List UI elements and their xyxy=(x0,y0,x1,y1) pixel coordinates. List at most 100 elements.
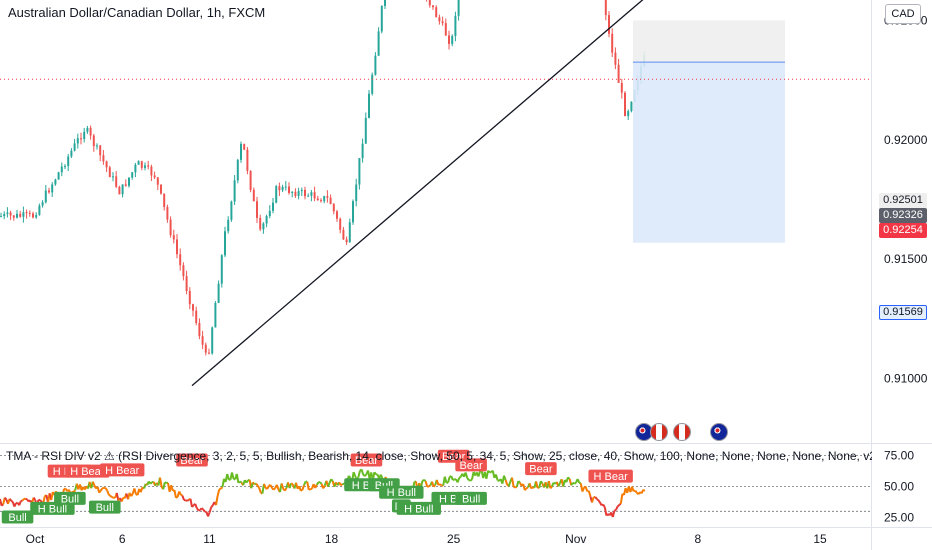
rsi-line-segment xyxy=(503,475,507,481)
candle-body xyxy=(352,201,354,223)
time-axis-tick: 11 xyxy=(203,532,216,546)
candle-body xyxy=(224,231,226,256)
rsi-line-segment xyxy=(613,508,617,512)
candle-body xyxy=(342,229,345,240)
candle-body xyxy=(118,186,121,195)
rsi-line-segment xyxy=(162,482,166,490)
candle-body xyxy=(188,290,191,305)
candle-body xyxy=(288,186,290,193)
rsi-line-segment xyxy=(596,498,599,502)
rsi-line-segment xyxy=(159,477,163,487)
candle-body xyxy=(76,138,79,144)
rsi-line-segment xyxy=(215,495,219,506)
candle-body xyxy=(198,323,201,337)
candle-body xyxy=(67,156,70,167)
rsi-line-segment xyxy=(602,503,606,508)
candle-body xyxy=(233,180,236,202)
candle-body xyxy=(227,219,230,232)
bull-signal-label: Bull xyxy=(455,491,487,505)
candle-body xyxy=(438,17,441,22)
rsi-line-segment xyxy=(226,473,230,480)
rsi-line-segment xyxy=(315,481,320,486)
candle-body xyxy=(230,201,233,220)
candle-body xyxy=(364,117,367,144)
candle-body xyxy=(12,215,15,218)
candle-body xyxy=(326,196,329,198)
rsi-line-segment xyxy=(603,507,608,516)
rsi-line-segment xyxy=(283,487,288,492)
candle-body xyxy=(124,184,127,186)
rsi-line-segment xyxy=(469,478,473,482)
canada-flag-icon[interactable] xyxy=(673,423,691,441)
signal-label-text: H Bear xyxy=(70,466,105,478)
rsi-line-segment xyxy=(352,471,357,477)
candle-body xyxy=(627,111,630,117)
rsi-line-segment xyxy=(18,500,22,506)
candle-body xyxy=(169,219,172,236)
candle-body xyxy=(444,23,447,36)
chart-title[interactable]: Australian Dollar/Canadian Dollar, 1h, F… xyxy=(8,5,266,20)
rsi-line-segment xyxy=(428,484,431,488)
candle-body xyxy=(291,191,294,193)
candle-body xyxy=(192,304,194,311)
rsi-line-segment xyxy=(524,487,528,491)
rsi-line-segment xyxy=(468,479,471,482)
candle-body xyxy=(83,131,86,140)
rsi-line-segment xyxy=(443,476,448,484)
candle-body xyxy=(284,186,287,188)
rsi-line-segment xyxy=(573,481,577,485)
candle-body xyxy=(259,217,262,230)
rsi-line-segment xyxy=(301,484,305,491)
candle-body xyxy=(604,0,607,16)
candle-body xyxy=(294,191,297,196)
rsi-line-segment xyxy=(513,485,516,489)
rsi-line-segment xyxy=(218,487,222,491)
indicator-title[interactable]: TMA - RSI DIV v2 ⚠ (RSI Divergence, 3, 2… xyxy=(6,449,872,463)
candle-body xyxy=(147,165,150,167)
rsi-line-segment xyxy=(237,480,241,484)
rsi-line-segment xyxy=(39,499,43,503)
candle-body xyxy=(620,82,623,93)
candle-body xyxy=(102,155,105,162)
rsi-line-segment xyxy=(308,488,311,491)
candle-body xyxy=(611,33,614,53)
rsi-line-segment xyxy=(195,507,200,511)
entry-price-tag: 0.92326 xyxy=(879,208,927,223)
rsi-line-segment xyxy=(591,496,595,503)
candle-body xyxy=(220,255,223,284)
bull-signal-label: H Bull xyxy=(30,501,75,515)
rsi-line-segment xyxy=(357,470,361,478)
candle-body xyxy=(86,127,89,132)
rsi-line-segment xyxy=(91,481,96,486)
candle-body xyxy=(336,211,338,219)
rsi-axis-tick: 50.00 xyxy=(884,480,914,494)
rsi-line-segment xyxy=(319,481,323,485)
candle-body xyxy=(48,190,50,193)
time-axis-tick: 25 xyxy=(447,532,461,546)
candle-body xyxy=(121,184,124,195)
last-price-tag: 0.92254 xyxy=(879,223,927,238)
canada-flag-icon[interactable] xyxy=(650,423,668,441)
rsi-line-segment xyxy=(252,481,256,485)
candle-body xyxy=(105,161,108,168)
rsi-line-segment xyxy=(13,502,17,508)
rsi-line-segment xyxy=(466,477,470,481)
candle-body xyxy=(204,344,207,353)
candle-body xyxy=(441,21,444,24)
candle-body xyxy=(358,158,361,185)
signal-label-bg xyxy=(30,501,75,515)
candle-body xyxy=(163,193,166,207)
signal-label-text: Bull xyxy=(8,512,26,524)
rsi-line-segment xyxy=(25,497,28,501)
rsi-line-segment xyxy=(103,486,106,490)
price-pane[interactable] xyxy=(0,0,871,387)
rsi-line-segment xyxy=(20,499,23,503)
position-stop-zone xyxy=(633,20,785,63)
signal-label-bg xyxy=(54,491,86,505)
rsi-line-segment xyxy=(256,484,261,489)
currency-badge[interactable]: CAD xyxy=(885,4,921,24)
rsi-line-segment xyxy=(504,479,509,486)
australia-flag-icon[interactable] xyxy=(710,423,728,441)
